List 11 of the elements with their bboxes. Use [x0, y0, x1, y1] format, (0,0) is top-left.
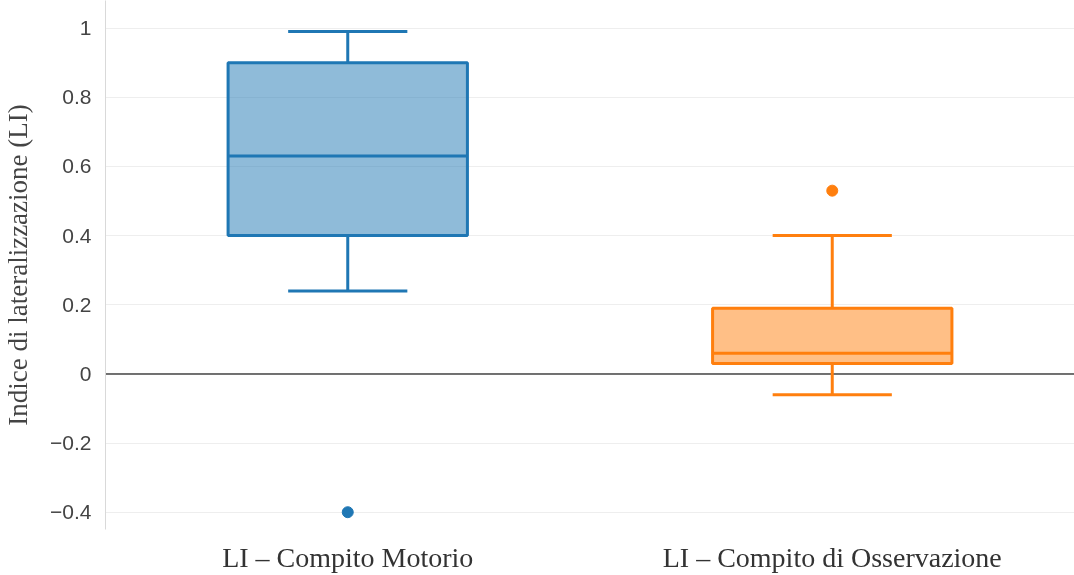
y-tick-label: 0.6	[62, 154, 92, 178]
x-tick-label: LI – Compito di Osservazione	[662, 541, 1002, 573]
y-axis-title: Indice di lateralizzazione (LI)	[3, 104, 34, 426]
y-tick-label: −0.4	[50, 500, 92, 524]
y-tick-label: −0.2	[50, 431, 92, 455]
x-tick-label: LI – Compito Motorio	[222, 541, 474, 573]
y-tick-label: 0.4	[62, 223, 92, 247]
y-tick-label: 0.2	[62, 292, 92, 316]
y-tick-label: 1	[79, 16, 92, 40]
y-tick-label: 0	[79, 361, 92, 385]
y-tick-label: 0.8	[62, 85, 92, 109]
